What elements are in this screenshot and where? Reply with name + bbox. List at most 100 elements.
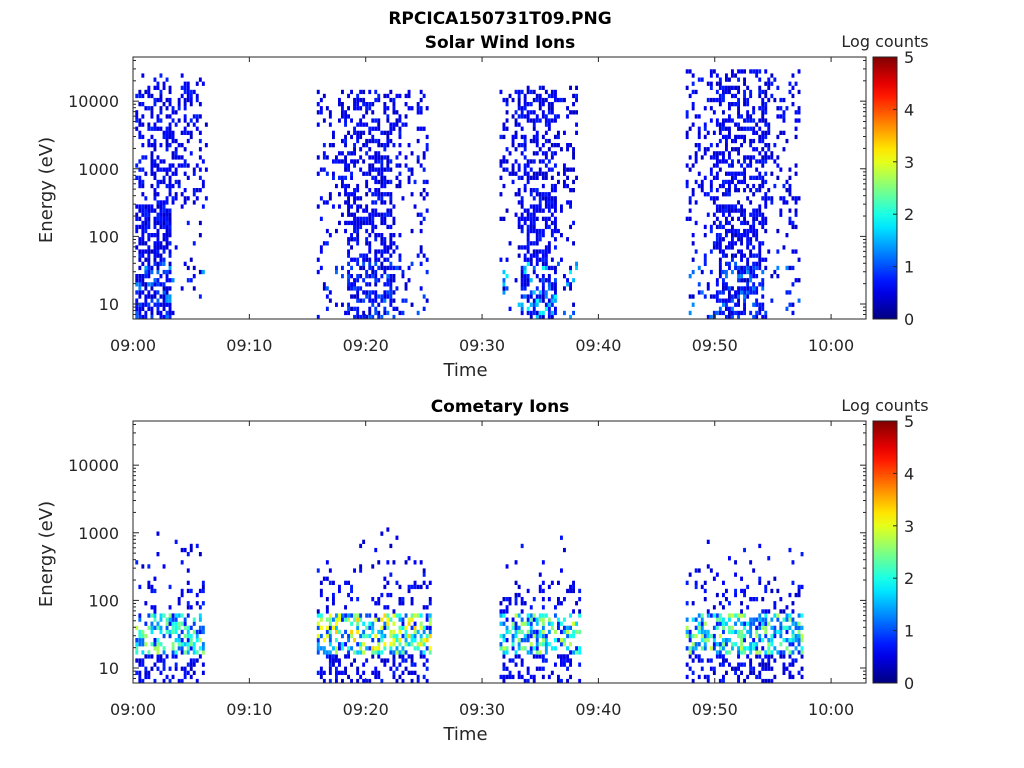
- heatmap-cell: [554, 200, 557, 205]
- heatmap-cell: [192, 621, 196, 626]
- heatmap-cell: [517, 114, 521, 119]
- heatmap-cell: [725, 179, 728, 185]
- heatmap-cell: [563, 167, 566, 172]
- heatmap-cell: [725, 126, 728, 131]
- heatmap-cell: [544, 151, 548, 156]
- heatmap-cell: [749, 310, 753, 316]
- heatmap-cell: [770, 200, 774, 205]
- heatmap-cell: [147, 126, 151, 131]
- heatmap-cell: [198, 294, 202, 299]
- heatmap-cell: [371, 314, 375, 320]
- heatmap-cell: [560, 233, 563, 238]
- heatmap-cell: [347, 204, 350, 209]
- heatmap-cell: [697, 114, 701, 119]
- heatmap-cell: [694, 220, 698, 226]
- heatmap-cell: [523, 646, 527, 651]
- heatmap-cell: [758, 249, 762, 254]
- heatmap-cell: [386, 167, 390, 172]
- heatmap-cell: [316, 257, 320, 262]
- heatmap-cell: [709, 73, 713, 78]
- heatmap-cell: [316, 633, 320, 639]
- heatmap-cell: [141, 155, 145, 160]
- heatmap-cell: [401, 597, 405, 602]
- heatmap-cell: [706, 564, 710, 569]
- heatmap-cell: [752, 666, 756, 671]
- heatmap-cell: [499, 642, 503, 647]
- heatmap-cell: [392, 102, 396, 107]
- heatmap-cell: [688, 69, 692, 74]
- heatmap-cell: [782, 617, 786, 622]
- heatmap-cell: [499, 257, 503, 262]
- heatmap-cell: [788, 220, 792, 226]
- heatmap-cell: [788, 625, 792, 630]
- heatmap-cell: [743, 306, 746, 311]
- heatmap-cell: [523, 143, 527, 148]
- heatmap-cell: [557, 143, 560, 148]
- heatmap-cell: [389, 208, 393, 213]
- heatmap-cell: [761, 646, 765, 651]
- heatmap-cell: [731, 179, 734, 185]
- heatmap-cell: [380, 171, 384, 176]
- heatmap-cell: [198, 629, 202, 635]
- heatmap-cell: [575, 621, 578, 626]
- heatmap-cell: [159, 253, 163, 258]
- heatmap-cell: [401, 269, 405, 275]
- heatmap-cell: [171, 183, 175, 189]
- heatmap-cell: [138, 102, 142, 107]
- heatmap-cell: [180, 547, 184, 553]
- heatmap-cell: [737, 200, 740, 205]
- heatmap-cell: [332, 597, 335, 602]
- heatmap-cell: [734, 204, 737, 209]
- heatmap-cell: [688, 654, 692, 659]
- heatmap-cell: [569, 224, 572, 230]
- heatmap-cell: [538, 588, 542, 594]
- heatmap-cell: [186, 265, 190, 271]
- heatmap-cell: [752, 638, 756, 643]
- heatmap-cell: [386, 617, 390, 622]
- heatmap-cell: [514, 89, 518, 95]
- heatmap-cell: [135, 625, 139, 630]
- heatmap-cell: [703, 224, 707, 230]
- heatmap-cell: [383, 179, 387, 185]
- heatmap-cell: [319, 617, 323, 622]
- heatmap-cell: [198, 167, 202, 172]
- heatmap-cell: [398, 93, 402, 99]
- heatmap-cell: [779, 130, 783, 135]
- heatmap-cell: [162, 102, 166, 107]
- heatmap-cell: [362, 208, 366, 213]
- heatmap-cell: [165, 106, 169, 111]
- heatmap-cell: [159, 97, 163, 103]
- heatmap-cell: [767, 654, 771, 659]
- heatmap-cell: [168, 629, 172, 635]
- heatmap-cell: [734, 138, 737, 144]
- heatmap-cell: [153, 143, 157, 148]
- heatmap-cell: [517, 97, 521, 103]
- heatmap-cell: [526, 175, 530, 180]
- heatmap-cell: [526, 257, 530, 262]
- heatmap-cell: [344, 163, 347, 168]
- heatmap-cell: [743, 662, 746, 667]
- heatmap-cell: [557, 678, 560, 684]
- heatmap-cell: [529, 89, 533, 95]
- heatmap-cell: [377, 192, 381, 197]
- heatmap-cell: [168, 167, 172, 172]
- heatmap-cells: [135, 527, 804, 684]
- heatmap-cell: [168, 621, 172, 626]
- heatmap-cell: [162, 134, 166, 140]
- heatmap-cell: [743, 81, 746, 86]
- heatmap-cell: [547, 642, 551, 647]
- heatmap-cell: [165, 233, 169, 238]
- heatmap-cell: [162, 237, 166, 242]
- heatmap-cell: [365, 290, 369, 295]
- heatmap-cell: [691, 617, 695, 622]
- heatmap-cell: [544, 171, 548, 176]
- heatmap-cell: [362, 122, 366, 127]
- heatmap-cell: [380, 265, 384, 271]
- heatmap-cell: [159, 73, 163, 78]
- heatmap-cell: [520, 204, 524, 209]
- heatmap-cell: [165, 171, 169, 176]
- heatmap-cell: [758, 261, 762, 266]
- heatmap-cell: [532, 241, 536, 246]
- heatmap-cell: [532, 302, 536, 307]
- heatmap-cell: [401, 633, 405, 639]
